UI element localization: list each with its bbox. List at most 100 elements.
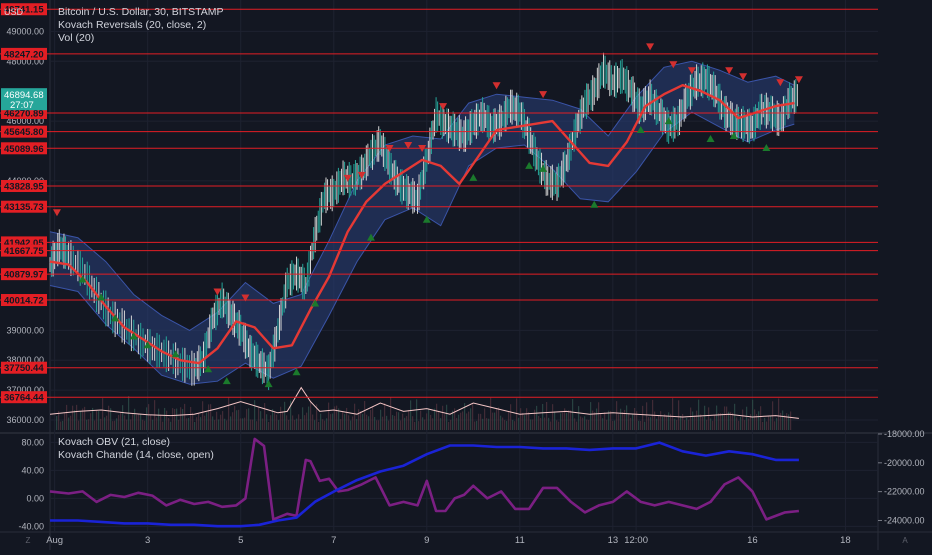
- volume-bar: [192, 412, 194, 430]
- volume-bar: [692, 411, 694, 430]
- price-level-badge: [1, 391, 47, 404]
- volume-bar: [754, 409, 756, 430]
- volume-bar: [776, 417, 778, 430]
- volume-bar: [220, 414, 222, 430]
- volume-bar: [632, 414, 634, 430]
- volume-bar: [144, 420, 146, 430]
- volume-bar: [596, 408, 598, 430]
- volume-bar: [390, 397, 392, 430]
- volume-bar: [354, 403, 356, 430]
- volume-bar: [314, 420, 316, 430]
- volume-bar: [362, 413, 364, 430]
- volume-bar: [126, 419, 128, 430]
- volume-bar: [766, 421, 768, 430]
- volume-bar: [450, 419, 452, 430]
- time-tick-label: 11: [515, 535, 525, 546]
- price-level-label: 46270.89: [4, 108, 44, 119]
- volume-bars: [56, 396, 792, 430]
- volume-bar: [288, 419, 290, 430]
- chande-line: [49, 437, 800, 521]
- price-level-badge: [1, 179, 47, 192]
- volume-bar: [386, 415, 388, 430]
- volume-bar: [198, 413, 200, 430]
- volume-bar: [286, 415, 288, 430]
- volume-bar: [372, 407, 374, 430]
- volume-bar: [206, 412, 208, 430]
- volume-bar: [222, 411, 224, 430]
- volume-bar: [122, 405, 124, 430]
- volume-bar: [440, 418, 442, 430]
- volume-bar: [680, 416, 682, 430]
- price-level-label: 36764.44: [4, 393, 44, 404]
- volume-bar: [108, 405, 110, 430]
- sell-arrow-marker: [418, 144, 427, 152]
- volume-bar: [142, 419, 144, 430]
- price-level-label: 37750.44: [4, 363, 44, 374]
- volume-bar: [510, 404, 512, 430]
- volume-bar: [302, 407, 304, 430]
- obv-tick-label: -20000.00: [884, 458, 925, 468]
- volume-bar: [420, 410, 422, 430]
- price-level-badge: [1, 268, 47, 281]
- volume-bar: [114, 420, 116, 430]
- volume-bar: [472, 403, 474, 430]
- timezone-icon: Z: [26, 536, 31, 545]
- volume-bar: [762, 421, 764, 430]
- buy-arrow-marker: [129, 332, 138, 340]
- symbol-title[interactable]: Bitcoin / U.S. Dollar, 30, BITSTAMP: [58, 6, 224, 18]
- volume-bar: [706, 419, 708, 430]
- volume-bar: [546, 402, 548, 430]
- volume-bar: [388, 420, 390, 430]
- price-level-label: 40879.97: [4, 270, 44, 281]
- volume-bar: [56, 416, 58, 430]
- buy-arrow-marker: [664, 117, 673, 125]
- indicator-legend-obv[interactable]: Kovach OBV (21, close): [58, 436, 171, 448]
- volume-bar: [454, 408, 456, 430]
- volume-bar: [564, 408, 566, 430]
- volume-bar: [526, 408, 528, 430]
- indicator-legend-chande[interactable]: Kovach Chande (14, close, open): [58, 449, 214, 461]
- volume-bar: [202, 401, 204, 430]
- volume-bar: [476, 420, 478, 430]
- volume-bar: [178, 419, 180, 430]
- volume-bar: [716, 405, 718, 430]
- bar-countdown-label: 27:07: [10, 100, 34, 111]
- volume-bar: [438, 410, 440, 430]
- volume-bar: [478, 413, 480, 430]
- volume-bar: [528, 412, 530, 430]
- volume-bar: [96, 410, 98, 430]
- volume-bar: [768, 416, 770, 430]
- volume-bar: [624, 409, 626, 430]
- indicator-legend-volume[interactable]: Vol (20): [58, 32, 95, 44]
- volume-bar: [660, 411, 662, 430]
- volume-bar: [252, 419, 254, 430]
- volume-bar: [434, 408, 436, 430]
- volume-bar: [568, 410, 570, 430]
- volume-bar: [550, 421, 552, 430]
- volume-bar: [718, 413, 720, 430]
- volume-bar: [606, 419, 608, 430]
- volume-bar: [650, 417, 652, 430]
- volume-bar: [80, 411, 82, 430]
- volume-bar: [364, 400, 366, 430]
- indicator-legend-reversals[interactable]: Kovach Reversals (20, close, 2): [58, 19, 207, 31]
- volume-bar: [414, 421, 416, 430]
- volume-bar: [124, 415, 126, 430]
- volume-bar: [134, 408, 136, 430]
- volume-bar: [334, 406, 336, 430]
- volume-bar: [498, 407, 500, 430]
- currency-label: USD: [4, 7, 24, 17]
- volume-bar: [356, 419, 358, 430]
- volume-bar: [622, 412, 624, 430]
- volume-bar: [72, 405, 74, 430]
- volume-bar: [576, 421, 578, 430]
- volume-bar: [640, 420, 642, 430]
- sell-arrow-marker: [241, 294, 250, 302]
- volume-bar: [78, 420, 80, 430]
- volume-bar: [254, 400, 256, 430]
- volume-bar: [200, 417, 202, 430]
- volume-bar: [708, 407, 710, 430]
- volume-bar: [462, 411, 464, 430]
- volume-bar: [560, 413, 562, 430]
